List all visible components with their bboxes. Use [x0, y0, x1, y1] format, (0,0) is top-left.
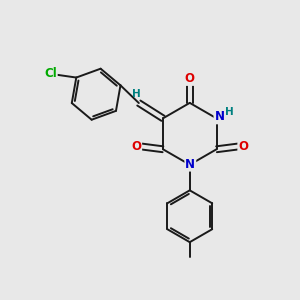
Text: H: H	[224, 107, 233, 117]
Text: N: N	[214, 110, 224, 123]
Text: Cl: Cl	[44, 67, 57, 80]
Text: N: N	[185, 158, 195, 171]
Text: O: O	[185, 72, 195, 85]
Text: O: O	[131, 140, 141, 153]
Text: H: H	[132, 89, 141, 99]
Text: O: O	[238, 140, 248, 153]
